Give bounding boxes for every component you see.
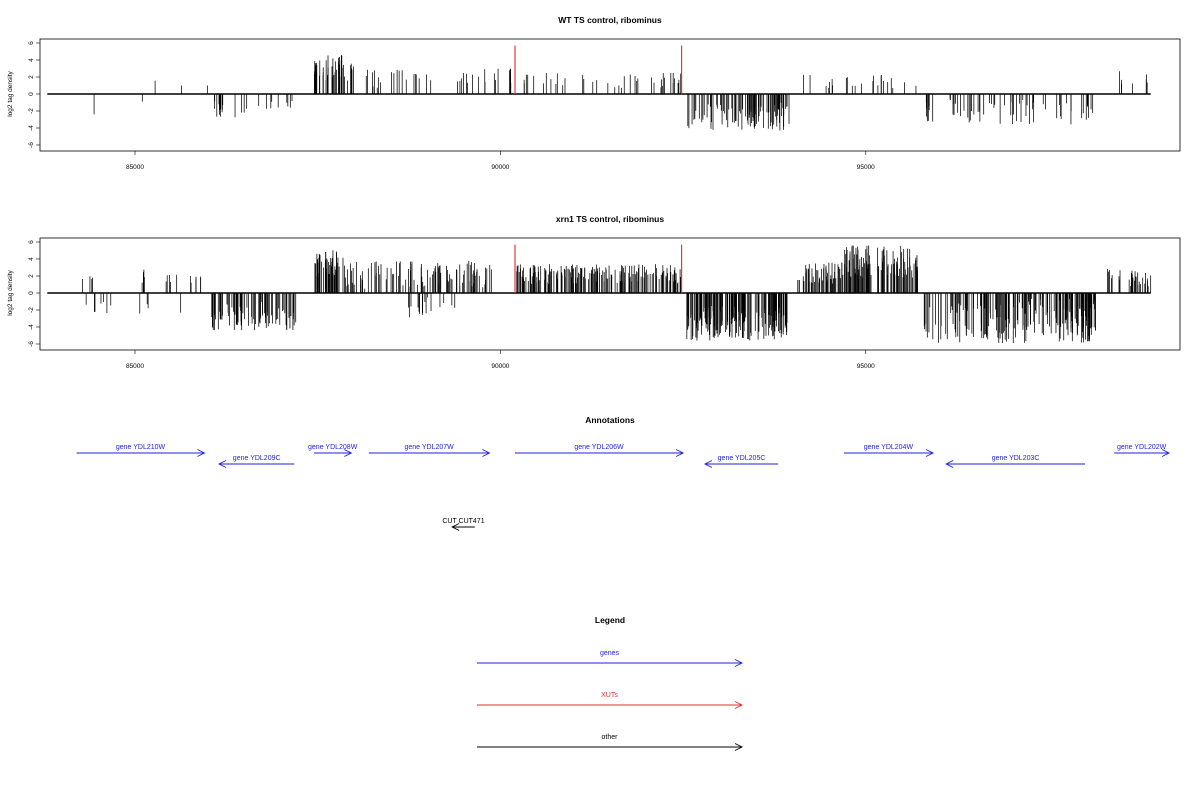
gene-label: gene YDL205C <box>718 455 766 462</box>
gene-label: gene YDL203C <box>992 455 1040 462</box>
panel-wt-bars <box>93 54 1148 131</box>
y-tick-label: -6 <box>28 341 35 347</box>
legend-item-label: genes <box>600 650 620 657</box>
gene-feature: gene YDL206W <box>515 444 685 457</box>
panel-xrn1-frame <box>39 237 1181 351</box>
gene-feature: gene YDL205C <box>703 455 779 468</box>
gene-feature: gene YDL209C <box>218 455 295 468</box>
panel-wt-title: WT TS control, ribominus <box>558 15 662 25</box>
x-tick-label: 95000 <box>857 363 875 370</box>
gene-arrow-head <box>925 449 935 457</box>
y-tick-label: 4 <box>28 58 35 62</box>
x-tick-label: 90000 <box>491 363 509 370</box>
gene-arrow-head <box>218 460 227 468</box>
gene-arrow-head <box>703 460 713 468</box>
legend-item: XUTs <box>477 692 744 709</box>
gene-arrow-head <box>344 449 353 457</box>
y-tick-label: 4 <box>28 257 35 261</box>
panel-wt-xut-lines <box>514 45 683 94</box>
gene-feature: gene YDL208W <box>308 444 358 457</box>
gene-feature: gene YDL210W <box>76 444 206 457</box>
gene-label: gene YDL207W <box>404 444 454 451</box>
panel-wt-ylabel: log2 tag density <box>7 70 14 116</box>
legend-item-arrow-head <box>734 743 744 751</box>
panel-xrn1-title: xrn1 TS control, ribominus <box>556 214 664 224</box>
x-tick-label: 95000 <box>857 164 875 171</box>
annotation-genes: gene YDL210W gene YDL209C gene YDL208W gene… <box>76 444 1171 468</box>
gene-feature: gene YDL202W <box>1114 444 1171 457</box>
y-tick-label: 2 <box>28 75 35 79</box>
annotation-other: CUT CUT471 <box>442 518 485 531</box>
legend-item: genes <box>477 650 744 667</box>
legend-item-arrow-head <box>734 659 744 667</box>
legend-item-label: XUTs <box>601 692 618 699</box>
panel-wt-y-axis: 6 4 2 0 -2 -4 -6 <box>28 41 40 148</box>
panel-xrn1-xut-lines <box>514 244 683 293</box>
panel-wt: WT TS control, ribominus log2 tag densit… <box>7 15 1181 171</box>
panel-xrn1-x-axis: 85000 90000 95000 <box>126 350 875 370</box>
gene-label: gene YDL204W <box>864 444 914 451</box>
legend-item-label: other <box>602 734 619 741</box>
other-label: CUT CUT471 <box>442 518 484 525</box>
y-tick-label: 6 <box>28 240 35 244</box>
legend-item: other <box>477 734 744 751</box>
y-tick-label: 0 <box>28 291 35 295</box>
panel-xrn1-bars <box>82 245 1152 344</box>
panel-wt-x-axis: 85000 90000 95000 <box>126 151 875 171</box>
gene-feature: gene YDL204W <box>843 444 935 457</box>
y-tick-label: -2 <box>28 108 35 114</box>
gene-label: gene YDL202W <box>1117 444 1167 451</box>
other-arrow-head <box>451 523 460 531</box>
gene-label: gene YDL208W <box>308 444 358 451</box>
gene-arrow-head <box>675 449 685 457</box>
y-tick-label: -2 <box>28 307 35 313</box>
y-tick-label: 0 <box>28 92 35 96</box>
other-feature: CUT CUT471 <box>442 518 485 531</box>
legend-items: genes XUTs other <box>477 650 744 751</box>
panel-xrn1-y-axis: 6 4 2 0 -2 -4 -6 <box>28 240 40 347</box>
panel-xrn1: xrn1 TS control, ribominus log2 tag dens… <box>7 214 1181 370</box>
panel-xrn1-ylabel: log2 tag density <box>7 269 14 315</box>
gene-arrow-head <box>945 460 954 468</box>
y-tick-label: -6 <box>28 142 35 148</box>
annotations-title: Annotations <box>585 415 635 425</box>
panel-wt-frame <box>39 38 1181 152</box>
y-tick-label: -4 <box>28 125 35 131</box>
gene-arrow-head <box>1161 449 1171 457</box>
x-tick-label: 90000 <box>491 164 509 171</box>
gene-label: gene YDL210W <box>116 444 166 451</box>
legend-section: Legend genes XUTs other <box>477 615 744 751</box>
gene-label: gene YDL209C <box>233 455 281 462</box>
x-tick-label: 85000 <box>126 363 144 370</box>
y-tick-label: 6 <box>28 41 35 45</box>
legend-title: Legend <box>595 615 625 625</box>
x-tick-label: 85000 <box>126 164 144 171</box>
gene-label: gene YDL206W <box>574 444 624 451</box>
legend-item-arrow-head <box>734 701 744 709</box>
gene-feature: gene YDL207W <box>368 444 491 457</box>
gene-feature: gene YDL203C <box>945 455 1085 468</box>
y-tick-label: -4 <box>28 324 35 330</box>
y-tick-label: 2 <box>28 274 35 278</box>
gene-arrow-head <box>482 449 491 457</box>
gene-arrow-head <box>197 449 206 457</box>
